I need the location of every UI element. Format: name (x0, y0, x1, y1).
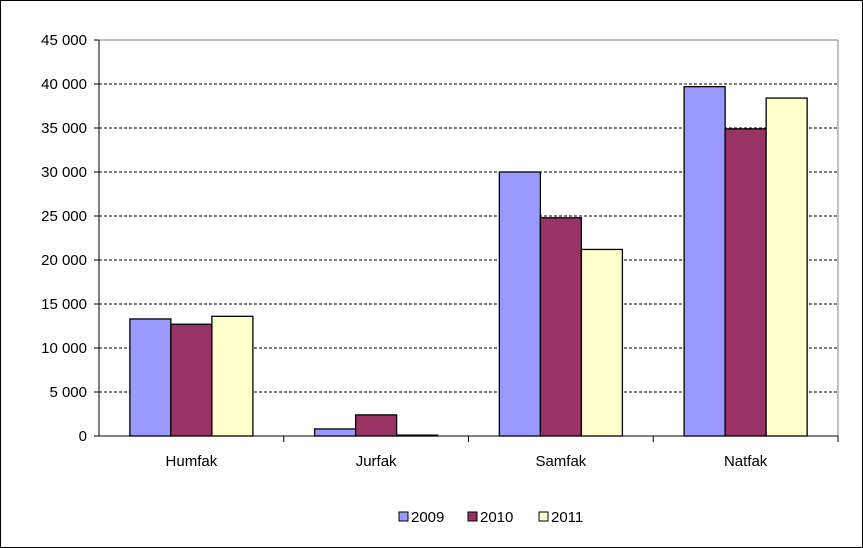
y-tick-label: 20 000 (41, 252, 87, 269)
bar (724, 128, 767, 437)
y-tick-label: 0 (79, 428, 87, 445)
legend-swatch (538, 511, 549, 522)
y-tick-label: 10 000 (41, 340, 87, 357)
y-tick-label: 15 000 (41, 296, 87, 313)
legend-swatch (467, 511, 478, 522)
x-tick-label: Natfak (724, 453, 768, 470)
bar (539, 217, 583, 437)
y-tick-labels: 0 5 000 10 000 15 000 20 000 25 000 30 000 35 0… (41, 32, 87, 445)
bars (129, 85, 808, 437)
bar (580, 248, 624, 437)
y-tick-label: 40 000 (41, 76, 87, 93)
y-tick-label: 45 000 (41, 32, 87, 49)
y-tick-label: 35 000 (41, 120, 87, 137)
x-tick-label: Jurfak (356, 453, 397, 470)
legend: 2009 2010 2011 (398, 509, 583, 526)
x-tick-labels: Humfak Jurfak Samfak Natfak (166, 453, 768, 470)
bar (313, 428, 357, 437)
axes (94, 39, 839, 442)
bar (354, 414, 398, 437)
legend-label: 2011 (551, 509, 583, 526)
bar (170, 323, 213, 437)
x-tick-label: Samfak (535, 453, 586, 470)
bar (211, 315, 254, 437)
x-tick-label: Humfak (166, 453, 218, 470)
bar (498, 171, 542, 437)
y-tick-label: 5 000 (49, 384, 87, 401)
legend-label: 2009 (411, 509, 444, 526)
bar (683, 85, 726, 437)
y-tick-label: 30 000 (41, 164, 87, 181)
y-tick-label: 25 000 (41, 208, 87, 225)
bar (129, 318, 172, 437)
legend-label: 2010 (480, 509, 513, 526)
bar (765, 97, 808, 437)
legend-swatch (398, 511, 409, 522)
